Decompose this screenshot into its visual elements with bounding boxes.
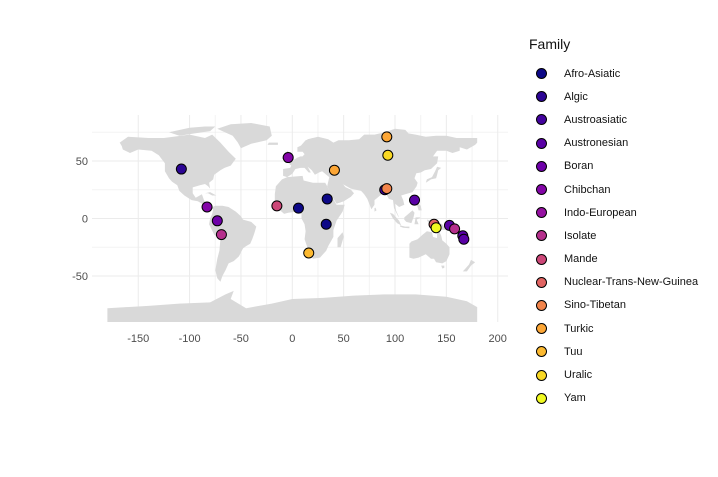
legend-item: Uralic [529, 363, 709, 386]
language-point[interactable] [320, 218, 332, 230]
x-tick-label: 200 [489, 333, 507, 345]
language-point[interactable] [382, 149, 394, 161]
language-point[interactable] [381, 131, 393, 143]
iceland-land [267, 142, 278, 145]
language-point[interactable] [381, 183, 393, 195]
y-tick-label: 0 [82, 214, 88, 226]
legend-swatch [536, 160, 547, 172]
legend-label: Sino-Tibetan [564, 299, 626, 312]
legend-item: Afro-Asiatic [529, 62, 709, 85]
legend-label: Isolate [564, 229, 597, 242]
legend-items: Afro-Asiatic Algic Austroasiatic Austronesi… [529, 62, 709, 410]
legend-item: Austronesian [529, 132, 709, 155]
legend-swatch [536, 346, 547, 358]
legend-swatch [536, 114, 547, 126]
legend-label: Boran [564, 160, 594, 173]
y-tick-label: -50 [72, 271, 88, 283]
antarctica-land [107, 290, 478, 322]
legend-label: Afro-Asiatic [564, 67, 621, 80]
language-point[interactable] [409, 194, 421, 206]
legend-title: Family [529, 36, 571, 52]
legend-swatch [536, 323, 547, 335]
tasmania-land [441, 265, 445, 269]
x-tick-label: -50 [233, 333, 249, 345]
legend-swatch [536, 91, 547, 103]
language-point[interactable] [458, 233, 470, 245]
language-point[interactable] [271, 200, 283, 212]
greenland-land [217, 123, 272, 149]
legend-label: Chibchan [564, 183, 611, 196]
legend-swatch [536, 369, 547, 381]
legend-label: Indo-European [564, 206, 637, 219]
x-tick-label: 100 [386, 333, 404, 345]
sri-lanka-land [374, 207, 377, 212]
language-point[interactable] [211, 215, 223, 227]
new-zealand-land [462, 259, 476, 272]
legend-item: Mande [529, 248, 709, 271]
legend-label: Tuu [564, 345, 583, 358]
cuba-land [205, 192, 217, 196]
scandinavia-land [297, 138, 324, 155]
legend-label: Turkic [564, 322, 594, 335]
legend-item: Yam [529, 387, 709, 410]
sulawesi-land [414, 217, 421, 225]
borneo-land [404, 210, 415, 224]
x-tick-label: 0 [289, 333, 295, 345]
legend-label: Yam [564, 392, 586, 405]
x-tick-label: -150 [127, 333, 149, 345]
sumatra-land [389, 212, 402, 226]
legend-item: Isolate [529, 224, 709, 247]
legend-label: Austroasiatic [564, 113, 627, 126]
x-tick-label: -100 [179, 333, 201, 345]
legend-item: Boran [529, 155, 709, 178]
language-point[interactable] [449, 223, 461, 235]
legend-item: Tuu [529, 340, 709, 363]
legend-item: Turkic [529, 317, 709, 340]
legend-item: Indo-European [529, 201, 709, 224]
japan-land [425, 166, 442, 183]
legend-item: Sino-Tibetan [529, 294, 709, 317]
legend-label: Austronesian [564, 137, 629, 150]
arabia-land [328, 182, 354, 204]
legend-item: Austroasiatic [529, 108, 709, 131]
madagascar-land [337, 232, 344, 248]
legend-item: Chibchan [529, 178, 709, 201]
legend-swatch [536, 392, 547, 404]
language-point[interactable] [303, 247, 315, 259]
legend-swatch [536, 137, 547, 149]
legend-swatch [536, 299, 547, 311]
eurasia-land [283, 128, 478, 218]
language-point[interactable] [292, 202, 304, 214]
legend-swatch [536, 253, 547, 265]
language-point[interactable] [282, 152, 294, 164]
language-point[interactable] [201, 201, 213, 213]
language-point[interactable] [430, 222, 442, 234]
legend-swatch [536, 184, 547, 196]
legend-label: Mande [564, 253, 598, 266]
legend-label: Nuclear-Trans-New-Guinea [564, 276, 699, 289]
language-point[interactable] [328, 164, 340, 176]
x-tick-label: 50 [338, 333, 350, 345]
legend-swatch [536, 276, 547, 288]
y-axis-tick-labels: -50 0 50 [72, 156, 88, 283]
language-points [175, 131, 470, 259]
legend-swatch [536, 68, 547, 80]
legend-label: Algic [564, 90, 588, 103]
language-point[interactable] [175, 163, 187, 175]
legend-swatch [536, 207, 547, 219]
language-point[interactable] [321, 193, 333, 205]
legend-item: Algic [529, 85, 709, 108]
australia-land [409, 231, 450, 264]
family-legend: Family Afro-Asiatic Algic Austroasiatic Aus… [529, 36, 709, 410]
language-point[interactable] [215, 229, 227, 241]
y-tick-label: 50 [76, 156, 88, 168]
x-tick-label: 150 [437, 333, 455, 345]
legend-label: Uralic [564, 369, 593, 382]
legend-item: Nuclear-Trans-New-Guinea [529, 271, 709, 294]
java-land [400, 225, 410, 229]
legend-swatch [536, 230, 547, 242]
x-axis-tick-labels: -150 -100 -50 0 50 100 150 200 [127, 333, 507, 345]
canadian-arctic-land [169, 126, 216, 136]
